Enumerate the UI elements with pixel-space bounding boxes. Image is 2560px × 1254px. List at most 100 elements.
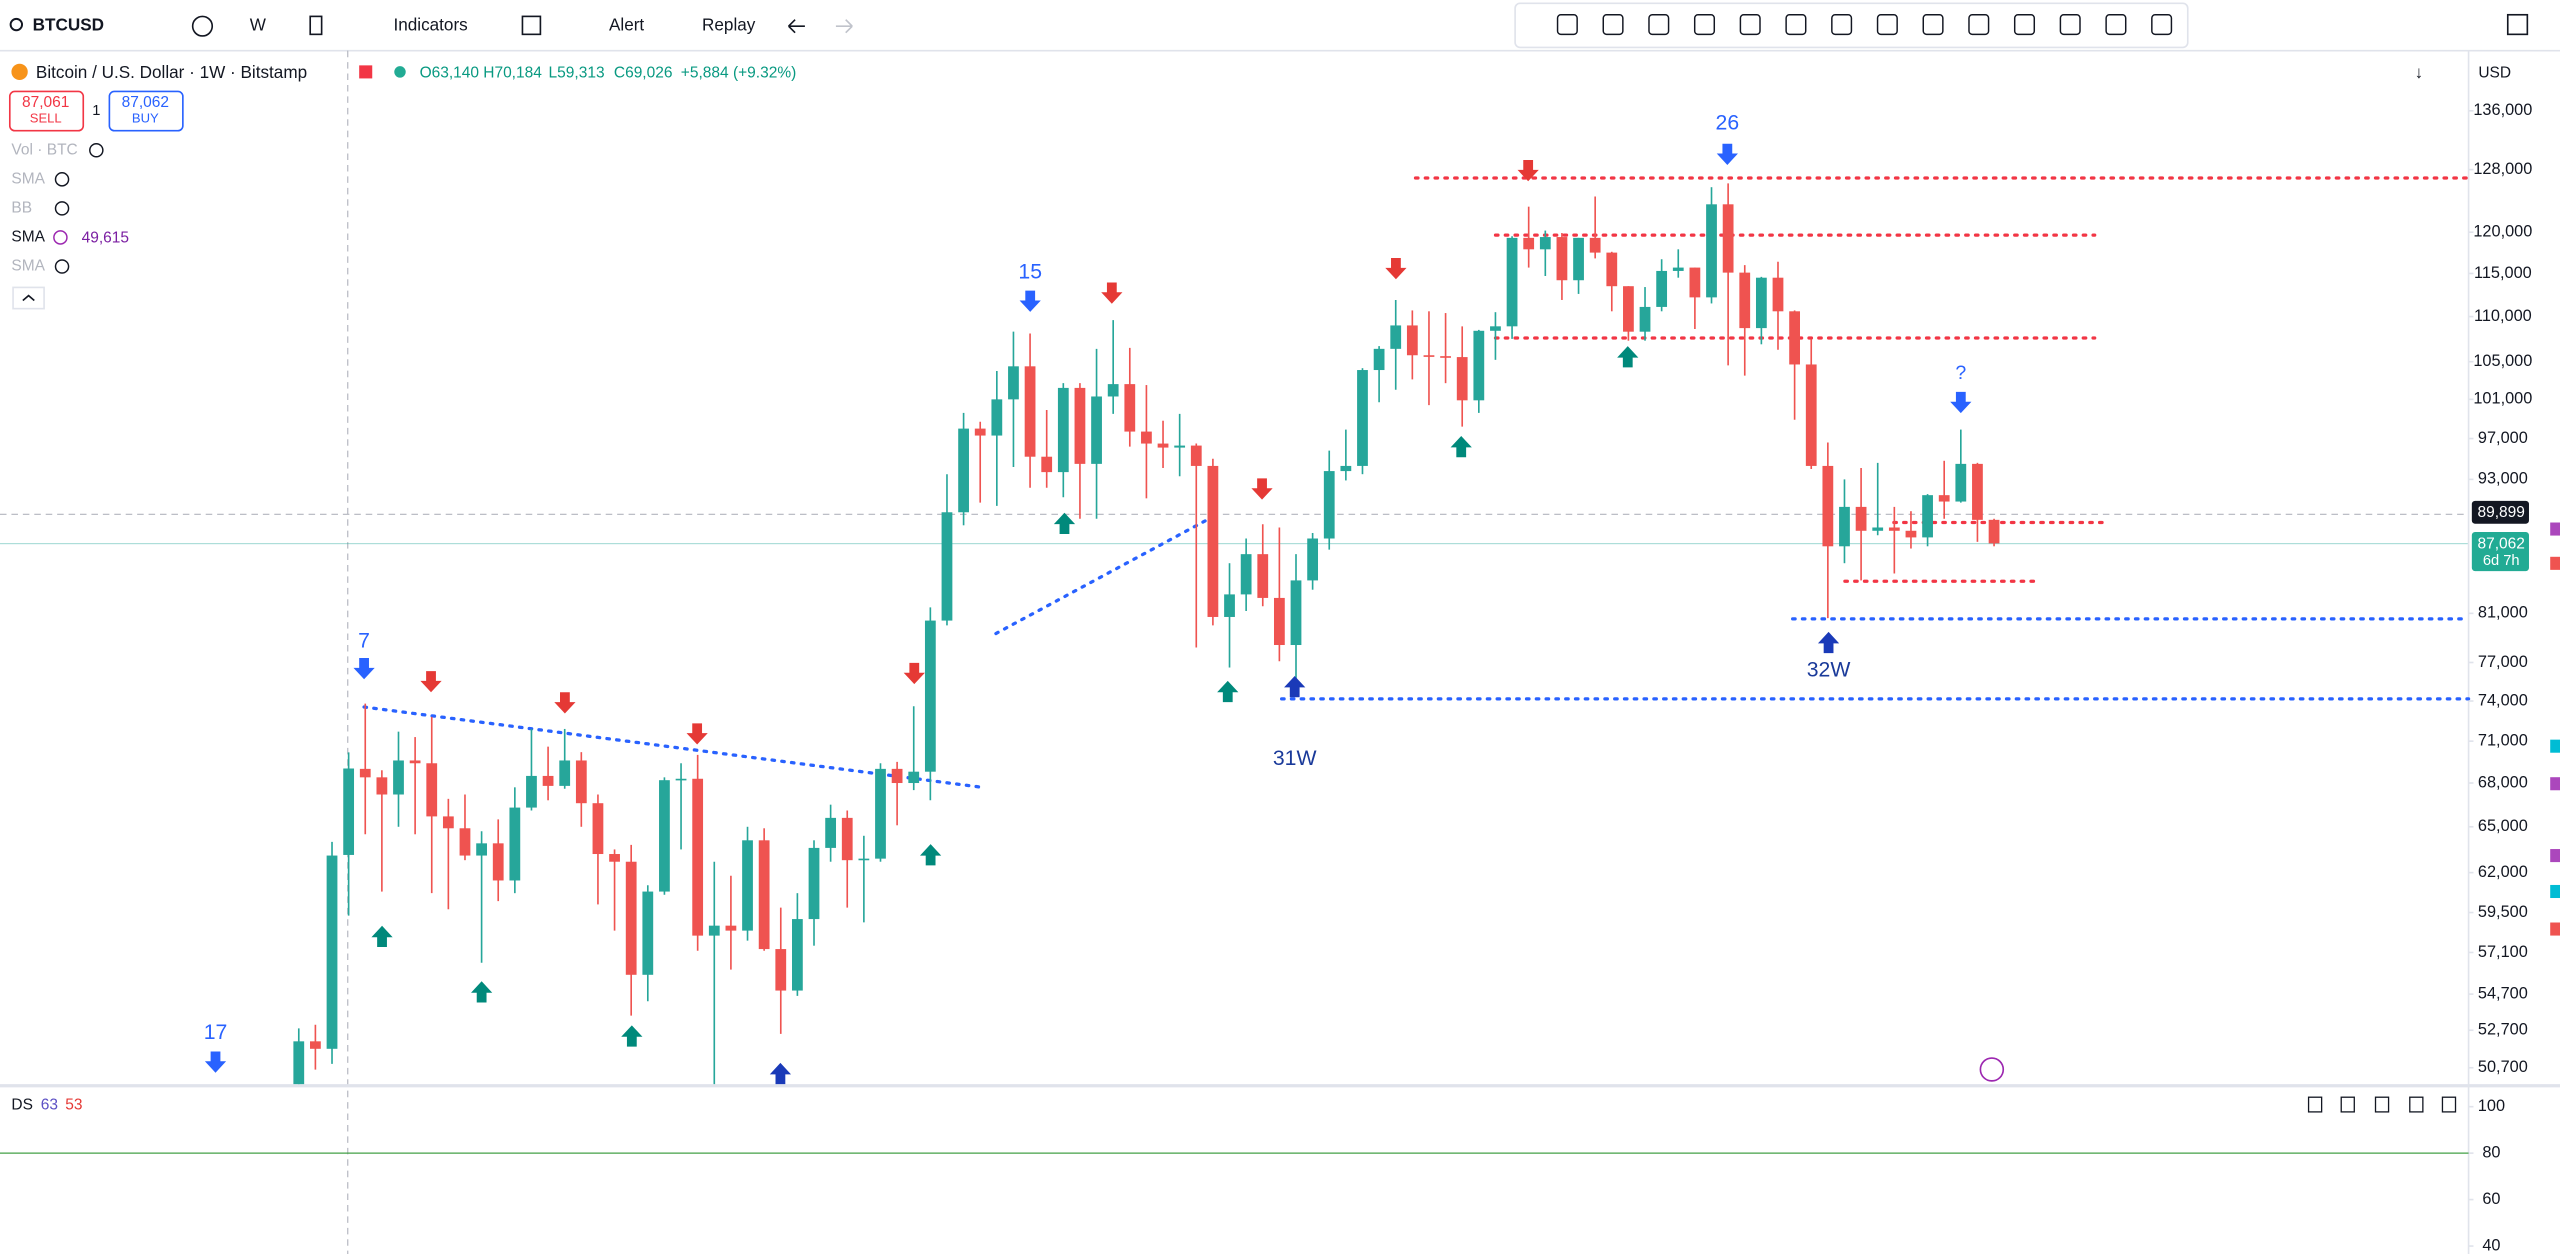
arrow-down — [1716, 143, 1738, 165]
oscillator-reading: 53 — [65, 1096, 82, 1113]
candle-body — [1008, 366, 1019, 400]
candle-body — [1157, 443, 1169, 448]
pane-button[interactable] — [2307, 1096, 2323, 1113]
candle-body — [1107, 384, 1119, 397]
currency[interactable]: USD — [2478, 65, 2511, 82]
indicator-name[interactable]: SMA — [11, 229, 45, 246]
candle-body — [376, 777, 388, 795]
sell-box[interactable] — [8, 90, 85, 132]
tool-icon[interactable] — [1648, 14, 1670, 36]
buy-price[interactable]: 87,062 — [122, 94, 169, 111]
search-icon[interactable] — [9, 17, 24, 32]
pane-button[interactable] — [2409, 1096, 2424, 1113]
candle-body — [692, 778, 704, 936]
y-tick-label: 68,000 — [2478, 773, 2528, 791]
add-symbol[interactable] — [191, 15, 214, 37]
candle-body — [1041, 456, 1053, 473]
candle-body — [393, 760, 404, 795]
replay-button[interactable]: Replay — [702, 15, 756, 35]
candle-body — [1240, 554, 1252, 595]
y-tick-label: 54,700 — [2478, 984, 2528, 1002]
tool-icon[interactable] — [1831, 14, 1853, 36]
tool-icon[interactable] — [1968, 14, 1990, 36]
buy-label[interactable]: BUY — [132, 111, 159, 126]
indicators-button[interactable]: Indicators — [393, 15, 467, 35]
panel-toggle[interactable] — [2506, 13, 2529, 36]
marker — [2550, 522, 2560, 536]
pane-button[interactable] — [2374, 1096, 2390, 1113]
tool-icon[interactable] — [1602, 14, 1624, 36]
candle-body — [1357, 370, 1368, 466]
candle-body — [1323, 471, 1335, 539]
candle-body — [359, 768, 371, 778]
y-tick-label: 110,000 — [2474, 307, 2532, 325]
indicator-name[interactable]: SMA — [11, 258, 45, 275]
collapse-legend[interactable] — [12, 286, 45, 310]
candle-body — [1091, 396, 1102, 464]
tool-icon[interactable] — [2151, 14, 2173, 36]
visibility-icon[interactable] — [89, 143, 104, 158]
drawing-tools — [1556, 14, 2173, 36]
visibility-icon[interactable] — [53, 230, 68, 245]
candle-body — [1905, 530, 1917, 538]
toolbar-arrow[interactable]: ↓ — [2415, 62, 2424, 82]
undo[interactable] — [787, 19, 805, 34]
candle-body — [708, 925, 720, 936]
candle-body — [1124, 384, 1136, 432]
tool-icon[interactable] — [2105, 14, 2127, 36]
arrow-down — [903, 662, 925, 685]
indicator-name[interactable]: Vol · BTC — [11, 141, 77, 158]
indicator-name[interactable]: SMA — [11, 170, 45, 187]
visibility-icon[interactable] — [54, 172, 70, 187]
arrow-down — [1517, 160, 1539, 182]
y-tick-label: 52,700 — [2478, 1021, 2528, 1039]
pane-button[interactable] — [2441, 1096, 2457, 1113]
tool-icon[interactable] — [1556, 14, 1578, 36]
y-tick-label: 93,000 — [2478, 470, 2528, 488]
arrow-down — [420, 671, 442, 693]
candle-body — [409, 760, 421, 764]
candle-body — [941, 512, 953, 621]
visibility-icon[interactable] — [54, 201, 70, 216]
candle-body — [1839, 506, 1850, 547]
sell-label[interactable]: SELL — [30, 111, 62, 126]
tool-icon[interactable] — [1922, 14, 1944, 36]
candle-body — [1772, 277, 1784, 312]
pane-button[interactable] — [2340, 1096, 2355, 1113]
candle-body — [1988, 519, 2000, 544]
osc-tick-label: 80 — [2482, 1143, 2500, 1161]
price-tag-countdown: 6d 7h — [2483, 553, 2520, 569]
alert-button[interactable]: Alert — [609, 15, 644, 35]
arrow-up — [1617, 346, 1639, 368]
interval[interactable]: W — [250, 15, 267, 35]
candle-body — [492, 843, 504, 881]
tool-icon[interactable] — [2059, 14, 2081, 36]
buy-box[interactable] — [108, 90, 184, 132]
indicator-name[interactable]: BB — [11, 199, 32, 216]
chart-type[interactable] — [309, 15, 323, 36]
sell-price[interactable]: 87,061 — [22, 94, 69, 111]
layouts-button[interactable] — [521, 15, 542, 36]
tool-icon[interactable] — [1876, 14, 1898, 36]
tool-icon[interactable] — [1739, 14, 1761, 36]
y-tick-label: 65,000 — [2478, 817, 2528, 835]
y-tick-label: 101,000 — [2473, 390, 2532, 408]
tool-icon[interactable] — [1693, 14, 1716, 36]
candle-body — [792, 919, 803, 991]
candle-body — [526, 775, 537, 808]
tool-icon[interactable] — [2013, 14, 2036, 36]
candle-body — [858, 858, 870, 861]
arrow-up — [1817, 631, 1840, 654]
visibility-icon[interactable] — [54, 259, 70, 274]
tool-icon[interactable] — [1785, 14, 1807, 36]
candle-body — [1955, 463, 1967, 502]
arrow-up — [1284, 675, 1306, 698]
candle-body — [1639, 306, 1651, 332]
arrow-down — [1251, 478, 1273, 500]
replay-marker[interactable] — [1979, 1057, 2005, 1082]
redo[interactable] — [835, 19, 853, 34]
arrow-down — [554, 692, 576, 714]
symbol[interactable]: BTCUSD — [33, 15, 104, 35]
candle-body — [1589, 237, 1601, 253]
candle-body — [1539, 237, 1551, 250]
